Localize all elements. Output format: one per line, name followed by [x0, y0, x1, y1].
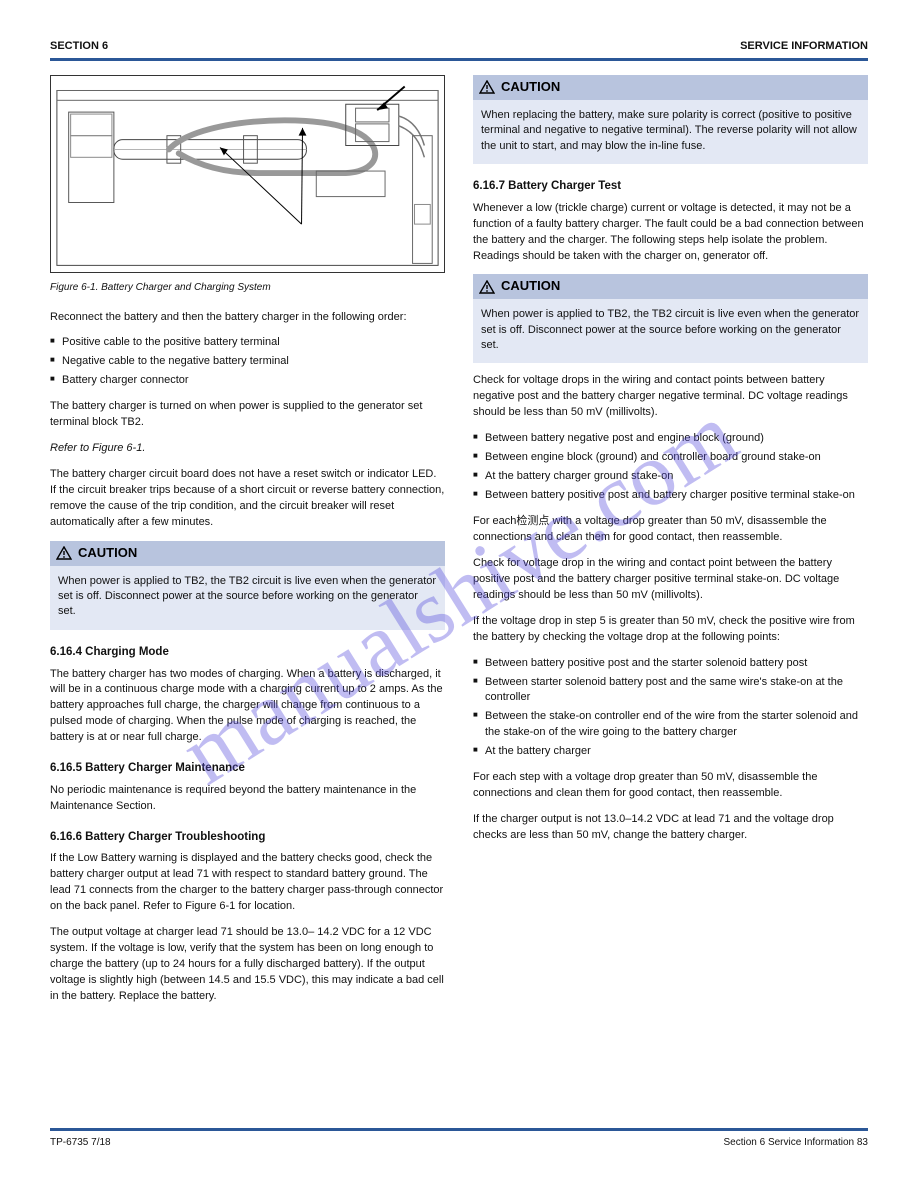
content-columns: Figure 6-1. Battery Charger and Charging…: [50, 75, 868, 1015]
page-footer: TP-6735 7/18 Section 6 Service Informati…: [50, 1137, 868, 1148]
list-item: At the battery charger ground stake-on: [473, 469, 868, 485]
heading-charging: 6.16.4 Charging Mode: [50, 644, 445, 661]
list-item: Positive cable to the positive battery t…: [50, 335, 445, 351]
test-p1: Whenever a low (trickle charge) current …: [473, 201, 868, 265]
left-p4: The battery charger circuit board does n…: [50, 467, 445, 531]
header-section: SECTION 6: [50, 40, 108, 52]
trouble-p1: If the Low Battery warning is displayed …: [50, 851, 445, 915]
list-item: Between battery positive post and batter…: [473, 488, 868, 504]
right-column: CAUTION When replacing the battery, make…: [473, 75, 868, 1015]
figure-box: [50, 75, 445, 273]
footer-right: Section 6 Service Information 83: [723, 1137, 868, 1148]
caution-label: CAUTION: [501, 78, 560, 97]
list-item: Between the stake-on controller end of t…: [473, 709, 868, 741]
page-header: SECTION 6 SERVICE INFORMATION: [50, 40, 868, 52]
left-p1: Reconnect the battery and then the batte…: [50, 310, 445, 326]
list-item: Between starter solenoid battery post an…: [473, 675, 868, 707]
caution-body: When replacing the battery, make sure po…: [473, 100, 868, 164]
left-column: Figure 6-1. Battery Charger and Charging…: [50, 75, 445, 1015]
maint-p1: No periodic maintenance is required beyo…: [50, 783, 445, 815]
test-p3: For each检测点 with a voltage drop greater …: [473, 514, 868, 546]
footer-rule: [50, 1128, 868, 1131]
left-list: Positive cable to the positive battery t…: [50, 335, 445, 389]
caution-box: CAUTION When power is applied to TB2, th…: [50, 541, 445, 630]
figure-svg: [51, 76, 444, 272]
header-title: SERVICE INFORMATION: [740, 40, 868, 52]
test-p2: Check for voltage drops in the wiring an…: [473, 373, 868, 421]
caution-head: CAUTION: [473, 274, 868, 299]
list-item: Battery charger connector: [50, 373, 445, 389]
left-p2: The battery charger is turned on when po…: [50, 399, 445, 431]
test-list2: Between battery positive post and the st…: [473, 656, 868, 761]
page: SECTION 6 SERVICE INFORMATION: [0, 0, 918, 1188]
list-item: At the battery charger: [473, 744, 868, 760]
warning-icon: [479, 80, 495, 94]
caution-head: CAUTION: [50, 541, 445, 566]
list-item: Between engine block (ground) and contro…: [473, 450, 868, 466]
charging-p1: The battery charger has two modes of cha…: [50, 667, 445, 747]
list-item: Negative cable to the negative battery t…: [50, 354, 445, 370]
heading-test: 6.16.7 Battery Charger Test: [473, 178, 868, 195]
heading-trouble: 6.16.6 Battery Charger Troubleshooting: [50, 829, 445, 846]
footer-left: TP-6735 7/18: [50, 1137, 111, 1148]
caution-box: CAUTION When power is applied to TB2, th…: [473, 274, 868, 363]
header-rule: [50, 58, 868, 61]
caution-body: When power is applied to TB2, the TB2 ci…: [473, 299, 868, 363]
caution-label: CAUTION: [78, 544, 137, 563]
figure-caption: Figure 6-1. Battery Charger and Charging…: [50, 281, 445, 296]
caution-body: When power is applied to TB2, the TB2 ci…: [50, 566, 445, 630]
heading-maint: 6.16.5 Battery Charger Maintenance: [50, 760, 445, 777]
test-p7: If the charger output is not 13.0–14.2 V…: [473, 812, 868, 844]
caution-head: CAUTION: [473, 75, 868, 100]
list-item: Between battery positive post and the st…: [473, 656, 868, 672]
caution-box: CAUTION When replacing the battery, make…: [473, 75, 868, 164]
left-p3: Refer to Figure 6-1.: [50, 441, 445, 457]
test-list: Between battery negative post and engine…: [473, 431, 868, 504]
warning-icon: [56, 546, 72, 560]
test-p4: Check for voltage drop in the wiring and…: [473, 556, 868, 604]
caution-label: CAUTION: [501, 277, 560, 296]
trouble-p2: The output voltage at charger lead 71 sh…: [50, 925, 445, 1005]
warning-icon: [479, 280, 495, 294]
test-p6: For each step with a voltage drop greate…: [473, 770, 868, 802]
list-item: Between battery negative post and engine…: [473, 431, 868, 447]
test-p5: If the voltage drop in step 5 is greater…: [473, 614, 868, 646]
